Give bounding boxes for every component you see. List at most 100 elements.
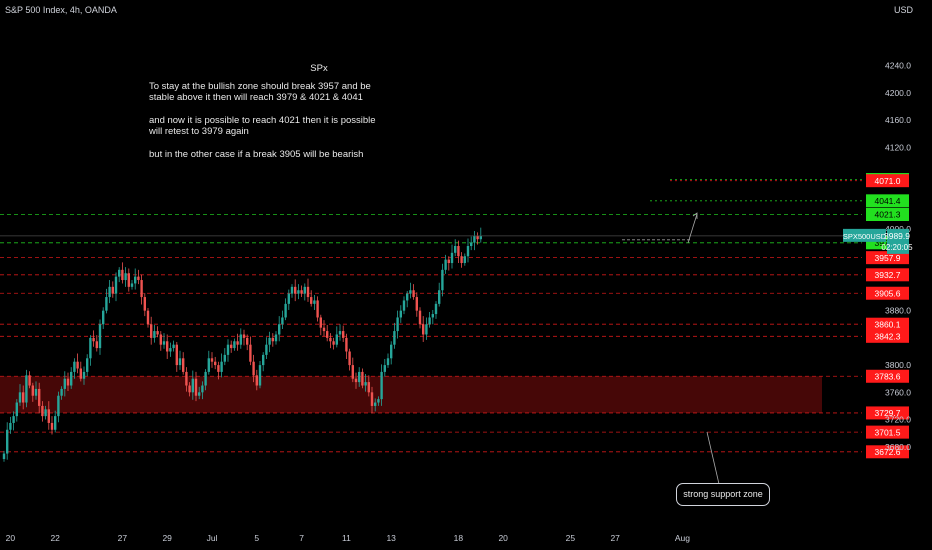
- candle-body: [300, 290, 303, 294]
- candle-body: [444, 259, 447, 270]
- price-level-tag: [866, 286, 909, 300]
- price-level-tag: [866, 445, 909, 459]
- candlesticks: [2, 227, 482, 462]
- candle-body: [332, 341, 335, 345]
- time-tick-label: 11: [342, 533, 351, 543]
- price-axis: 4072.74071.04041.44021.33979.73957.93932…: [843, 61, 913, 459]
- price-level-label: 3905.6: [875, 288, 901, 298]
- candle-body: [425, 324, 428, 335]
- symbol-label: SPX500USD: [843, 232, 887, 241]
- candle-body: [153, 331, 156, 338]
- candle-body: [351, 365, 354, 379]
- candle-body: [92, 337, 95, 342]
- candle-body: [447, 259, 450, 264]
- candle-body: [41, 405, 44, 417]
- candle-body: [66, 378, 70, 386]
- candle-body: [210, 358, 214, 362]
- candle-body: [393, 331, 396, 345]
- candle-body: [377, 399, 380, 403]
- candle-body: [399, 310, 402, 318]
- candle-body: [204, 371, 207, 386]
- candle-body: [252, 361, 255, 376]
- candle-body: [479, 235, 482, 240]
- price-tick-label: 3880.0: [885, 306, 911, 316]
- candle-body: [31, 385, 34, 396]
- time-tick-label: 25: [566, 533, 576, 543]
- candle-body: [438, 290, 441, 304]
- candle-body: [47, 409, 50, 423]
- candle-body: [374, 402, 377, 406]
- candle-body: [476, 235, 479, 240]
- price-level-label: 3860.1: [875, 319, 901, 329]
- candle-body: [422, 324, 425, 335]
- target-arrow: [687, 213, 698, 244]
- time-tick-label: Aug: [675, 533, 690, 543]
- candle-body: [146, 310, 150, 325]
- candle-body: [406, 293, 409, 301]
- candle-body: [207, 358, 210, 372]
- candle-body: [175, 344, 178, 366]
- candle-body: [82, 371, 86, 379]
- price-level-tag: [866, 406, 909, 420]
- candle-body: [370, 392, 374, 406]
- candle-body: [50, 422, 54, 430]
- candle-body: [178, 358, 182, 366]
- candle-body: [313, 300, 316, 304]
- time-axis: 20 22 27 29 Jul 5 7 11 13 18 20 25 27 Aug: [6, 533, 691, 543]
- candle-body: [335, 334, 338, 345]
- price-tick-label: 3720.0: [885, 415, 911, 425]
- candle-body: [201, 385, 204, 393]
- price-level-tag: [866, 194, 909, 208]
- candle-body: [463, 256, 466, 264]
- price-level-tag: [866, 329, 909, 343]
- candle-body: [114, 276, 118, 294]
- countdown-label: 02:20:05: [881, 243, 913, 252]
- candle-body: [367, 382, 370, 393]
- price-tick-label: 3680.0: [885, 442, 911, 452]
- candle-body: [22, 392, 25, 403]
- support-zone-callout: strong support zone: [676, 483, 770, 506]
- candle-body: [457, 246, 460, 257]
- current-price-tag: [887, 228, 909, 254]
- candle-body: [188, 385, 191, 393]
- candle-body: [428, 317, 431, 325]
- candle-body: [63, 378, 66, 389]
- candle-body: [434, 303, 438, 315]
- candle-body: [6, 429, 9, 454]
- note-title: SPx: [310, 63, 328, 74]
- candle-body: [60, 388, 63, 396]
- candle-body: [2, 453, 6, 460]
- candle-body: [415, 297, 418, 311]
- candle-body: [316, 300, 319, 318]
- analysis-note: SPx To stay at the bullish zone should b…: [149, 63, 449, 171]
- candle-body: [70, 371, 73, 386]
- candle-body: [143, 297, 146, 311]
- candle-body: [118, 269, 121, 277]
- candle-body: [246, 337, 249, 345]
- support-zone-layer: [0, 376, 822, 413]
- candle-body: [108, 286, 111, 298]
- candle-body: [127, 273, 130, 287]
- price-level-label: 4021.3: [875, 210, 901, 220]
- candle-body: [265, 344, 268, 355]
- candle-body: [9, 422, 12, 430]
- chart-title: S&P 500 Index, 4h, OANDA: [5, 5, 117, 15]
- candle-body: [185, 371, 188, 386]
- price-level-label: 3672.6: [875, 447, 901, 457]
- candle-body: [348, 351, 351, 366]
- candle-body: [262, 354, 265, 366]
- candle-body: [322, 327, 326, 332]
- candle-body: [473, 235, 476, 243]
- candle-body: [396, 317, 399, 332]
- candle-body: [390, 344, 393, 359]
- candle-body: [169, 348, 172, 352]
- price-tick-label: 4240.0: [885, 61, 911, 71]
- candle-body: [364, 382, 367, 386]
- candle-body: [297, 290, 300, 294]
- candle-body: [217, 365, 220, 372]
- candle-body: [409, 290, 412, 294]
- candle-body: [98, 324, 102, 349]
- price-level-label: 3701.5: [875, 427, 901, 437]
- candle-body: [102, 310, 105, 325]
